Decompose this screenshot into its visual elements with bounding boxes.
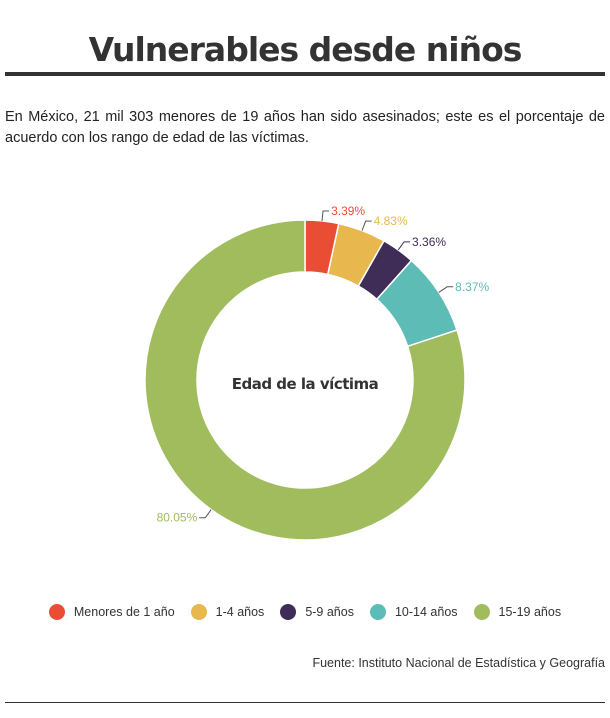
leader-line-3 — [438, 286, 454, 293]
chart-legend: Menores de 1 año 1-4 años 5-9 años 10-14 añ… — [0, 604, 610, 620]
slice-label-3: 8.37% — [455, 280, 489, 294]
slice-label-0: 3.39% — [331, 204, 365, 218]
legend-item-4[interactable]: 15-19 años — [473, 604, 562, 620]
legend-item-3[interactable]: 10-14 años — [369, 604, 458, 620]
legend-label-0: Menores de 1 año — [73, 605, 175, 619]
slice-label-4: 80.05% — [157, 511, 198, 525]
source-note: Fuente: Instituto Nacional de Estadístic… — [312, 656, 605, 670]
legend-swatch-1 — [190, 604, 207, 620]
donut-slice-4 — [144, 219, 466, 541]
center-label: Edad de la víctima — [232, 375, 379, 393]
legend-swatch-0 — [48, 604, 65, 620]
bottom-divider — [5, 702, 605, 703]
legend-label-2: 5-9 años — [305, 605, 354, 619]
legend-swatch-2 — [280, 604, 297, 620]
legend-item-2[interactable]: 5-9 años — [280, 604, 354, 620]
leader-line-0 — [321, 210, 330, 221]
leader-line-2 — [397, 241, 411, 251]
legend-item-0[interactable]: Menores de 1 año — [48, 604, 175, 620]
leader-line-4 — [199, 509, 212, 519]
leader-line-1 — [361, 220, 372, 231]
legend-label-4: 15-19 años — [498, 605, 562, 619]
page-title: Vulnerables desde niños — [88, 30, 523, 69]
legend-swatch-4 — [473, 604, 490, 620]
donut-chart: 3.39% 4.83% 3.36% 8.37% 80.05% Edad de la ví… — [144, 204, 490, 541]
slice-label-1: 4.83% — [374, 214, 408, 228]
legend-label-3: 10-14 años — [394, 605, 458, 619]
legend-swatch-3 — [369, 604, 386, 620]
intro-text: En México, 21 mil 303 menores de 19 años… — [5, 109, 605, 146]
slice-label-2: 3.36% — [412, 235, 446, 249]
title-divider — [5, 72, 605, 76]
legend-label-1: 1-4 años — [215, 605, 265, 619]
legend-item-1[interactable]: 1-4 años — [190, 604, 265, 620]
